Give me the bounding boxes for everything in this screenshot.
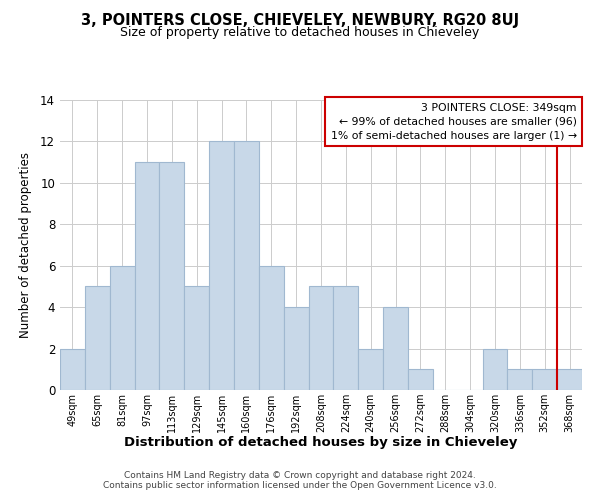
Bar <box>184 286 209 390</box>
Bar <box>209 142 234 390</box>
Bar <box>110 266 134 390</box>
Bar <box>85 286 110 390</box>
Bar <box>234 142 259 390</box>
Text: 3 POINTERS CLOSE: 349sqm
← 99% of detached houses are smaller (96)
1% of semi-de: 3 POINTERS CLOSE: 349sqm ← 99% of detach… <box>331 103 577 141</box>
Bar <box>508 370 532 390</box>
Bar <box>408 370 433 390</box>
Text: Contains public sector information licensed under the Open Government Licence v3: Contains public sector information licen… <box>103 481 497 490</box>
Bar <box>160 162 184 390</box>
Text: Contains HM Land Registry data © Crown copyright and database right 2024.: Contains HM Land Registry data © Crown c… <box>124 471 476 480</box>
Bar <box>284 307 308 390</box>
Text: Distribution of detached houses by size in Chieveley: Distribution of detached houses by size … <box>124 436 518 449</box>
Bar <box>358 348 383 390</box>
Bar <box>259 266 284 390</box>
Y-axis label: Number of detached properties: Number of detached properties <box>19 152 32 338</box>
Bar <box>334 286 358 390</box>
Text: Size of property relative to detached houses in Chieveley: Size of property relative to detached ho… <box>121 26 479 39</box>
Bar <box>532 370 557 390</box>
Bar <box>60 348 85 390</box>
Bar <box>482 348 508 390</box>
Bar <box>383 307 408 390</box>
Bar <box>557 370 582 390</box>
Text: 3, POINTERS CLOSE, CHIEVELEY, NEWBURY, RG20 8UJ: 3, POINTERS CLOSE, CHIEVELEY, NEWBURY, R… <box>81 12 519 28</box>
Bar <box>308 286 334 390</box>
Bar <box>134 162 160 390</box>
